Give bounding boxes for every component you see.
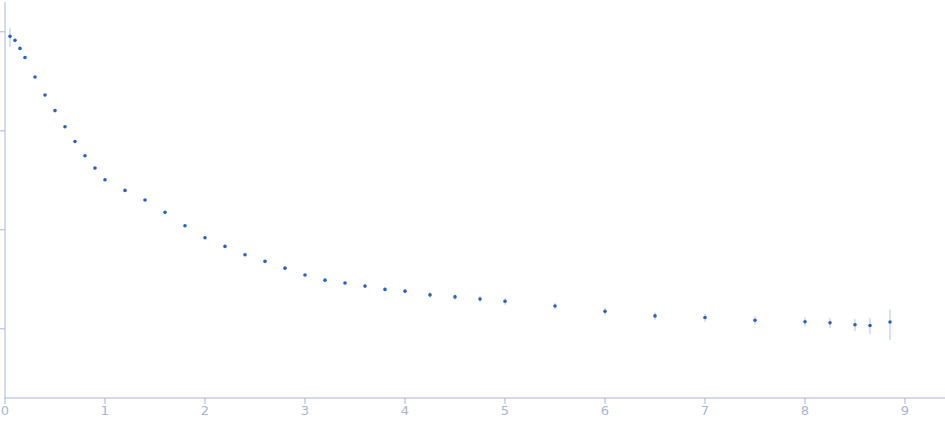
svg-text:8: 8 xyxy=(801,403,809,418)
svg-text:4: 4 xyxy=(401,403,409,418)
svg-text:5: 5 xyxy=(501,403,509,418)
svg-text:1: 1 xyxy=(101,403,109,418)
svg-text:6: 6 xyxy=(601,403,609,418)
svg-text:7: 7 xyxy=(701,403,709,418)
svg-text:3: 3 xyxy=(301,403,309,418)
svg-text:2: 2 xyxy=(201,403,209,418)
svg-text:9: 9 xyxy=(901,403,909,418)
svg-text:0: 0 xyxy=(8,403,9,418)
